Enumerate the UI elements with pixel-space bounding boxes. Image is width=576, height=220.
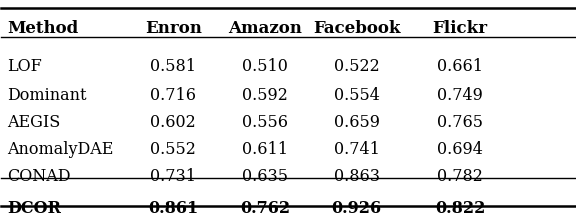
Text: 0.581: 0.581	[150, 58, 196, 75]
Text: 0.782: 0.782	[437, 168, 483, 185]
Text: 0.731: 0.731	[150, 168, 196, 185]
Text: LOF: LOF	[7, 58, 42, 75]
Text: 0.602: 0.602	[150, 114, 196, 131]
Text: DCOR: DCOR	[7, 200, 61, 217]
Text: 0.762: 0.762	[240, 200, 290, 217]
Text: Amazon: Amazon	[228, 20, 302, 37]
Text: 0.522: 0.522	[334, 58, 380, 75]
Text: Enron: Enron	[145, 20, 202, 37]
Text: 0.863: 0.863	[334, 168, 380, 185]
Text: 0.611: 0.611	[242, 141, 288, 158]
Text: 0.716: 0.716	[150, 87, 196, 104]
Text: 0.765: 0.765	[437, 114, 483, 131]
Text: Flickr: Flickr	[433, 20, 487, 37]
Text: 0.661: 0.661	[437, 58, 483, 75]
Text: 0.556: 0.556	[242, 114, 288, 131]
Text: 0.749: 0.749	[437, 87, 483, 104]
Text: 0.694: 0.694	[437, 141, 483, 158]
Text: 0.635: 0.635	[242, 168, 288, 185]
Text: Method: Method	[7, 20, 78, 37]
Text: 0.552: 0.552	[150, 141, 196, 158]
Text: 0.592: 0.592	[242, 87, 288, 104]
Text: 0.659: 0.659	[334, 114, 380, 131]
Text: 0.510: 0.510	[242, 58, 288, 75]
Text: 0.926: 0.926	[332, 200, 382, 217]
Text: 0.741: 0.741	[334, 141, 380, 158]
Text: CONAD: CONAD	[7, 168, 71, 185]
Text: 0.861: 0.861	[148, 200, 199, 217]
Text: 0.822: 0.822	[435, 200, 485, 217]
Text: AnomalyDAE: AnomalyDAE	[7, 141, 113, 158]
Text: Facebook: Facebook	[313, 20, 400, 37]
Text: Dominant: Dominant	[7, 87, 86, 104]
Text: AEGIS: AEGIS	[7, 114, 60, 131]
Text: 0.554: 0.554	[334, 87, 380, 104]
